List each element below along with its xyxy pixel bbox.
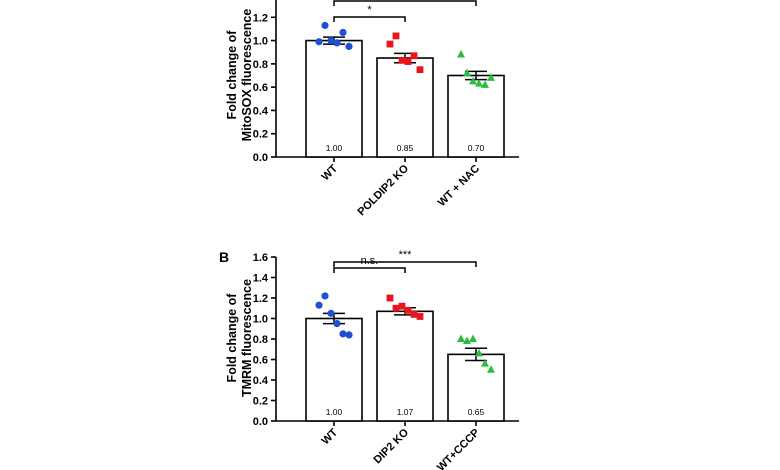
data-point [327,309,335,317]
data-point [416,313,424,320]
y-tick-label: 0.8 [253,334,268,346]
data-point [487,73,495,81]
y-axis-label-line: MitoSOX fluorescence [240,9,254,142]
data-point [416,66,424,74]
significance-bracket [333,0,477,6]
data-point [321,21,329,30]
data-point [392,304,400,312]
data-point [404,58,412,65]
data-point [339,28,347,37]
data-point [339,330,347,338]
data-point [410,52,418,60]
y-tick-label: 0.6 [253,82,268,94]
bar-value-label: 0.70 [468,143,485,153]
significance-bracket [333,261,477,267]
chart-panel-0: Fold change ofMitoSOX fluorescence 0.0 0.2… [225,0,519,218]
y-axis-label-line: Fold change of [225,30,239,120]
y-axis-label-line: TMRM fluorescence [240,279,254,397]
bar [305,39,363,158]
data-point [321,292,329,300]
chart-panel-1: B Fold change ofTMRM fluorescence 0.0 0.2 0.… [219,249,519,470]
bar-value-label: 0.65 [468,407,485,417]
data-point [386,40,394,48]
data-point [315,38,323,46]
data-point [386,294,394,302]
bar-value-label: 1.00 [326,407,343,417]
y-tick-label: 0.0 [253,416,268,428]
data-point [333,320,341,328]
x-tick-label: WT + NAC [436,163,482,209]
significance-bracket [333,16,406,22]
y-tick-label: 0.6 [253,355,268,367]
data-point [398,56,406,64]
x-tick-label: WT [320,426,341,447]
data-point [392,32,400,40]
data-point [457,334,465,342]
panel-label: B [219,249,229,265]
data-point [463,68,471,77]
x-tick-label: POLDIP2 KO [356,162,412,218]
y-tick-label: 0.0 [253,152,268,164]
data-point [475,79,483,87]
y-tick-label: 0.8 [253,59,268,71]
data-point [410,311,418,318]
data-point [469,76,477,85]
significance-bracket [333,267,406,273]
data-point [463,336,471,345]
bar-value-label: 1.00 [326,143,343,153]
data-point [481,80,489,88]
bar [376,310,434,422]
bar [305,317,363,422]
y-tick-label: 0.2 [253,129,268,141]
data-point [481,359,489,367]
y-axis-label-line: Fold change of [225,293,239,383]
data-point [398,302,406,310]
data-point [469,334,477,342]
x-tick-label: WT+CCCP [435,427,482,470]
data-point [345,42,353,50]
y-tick-label: 1.0 [253,36,268,48]
data-point [333,39,341,47]
y-tick-label: 1.2 [253,293,268,305]
data-point [487,365,495,373]
y-tick-label: 0.2 [253,396,268,408]
x-tick-label: DIP2 KO [372,426,412,466]
data-point [327,36,335,45]
x-tick-label: WT [320,162,341,183]
data-point [315,301,323,309]
y-tick-label: 0.4 [253,105,269,117]
y-tick-label: 0.4 [253,375,269,387]
significance-label: *** [399,249,413,261]
y-axis-label: Fold change ofTMRM fluorescence [225,279,254,397]
bar-value-label: 1.07 [397,407,414,417]
significance-label: n.s. [361,255,379,267]
y-tick-label: 1.6 [253,252,268,264]
data-point [404,306,412,314]
significance-label: * [367,4,372,16]
bar [376,57,434,158]
bar-value-label: 0.85 [397,143,414,153]
data-point [457,50,465,58]
y-tick-label: 1.2 [253,12,268,24]
data-point [475,348,483,357]
data-point [345,331,353,339]
y-axis-label: Fold change ofMitoSOX fluorescence [225,9,254,142]
bar [447,74,505,158]
y-tick-label: 1.4 [253,273,269,285]
y-tick-label: 1.0 [253,314,268,326]
